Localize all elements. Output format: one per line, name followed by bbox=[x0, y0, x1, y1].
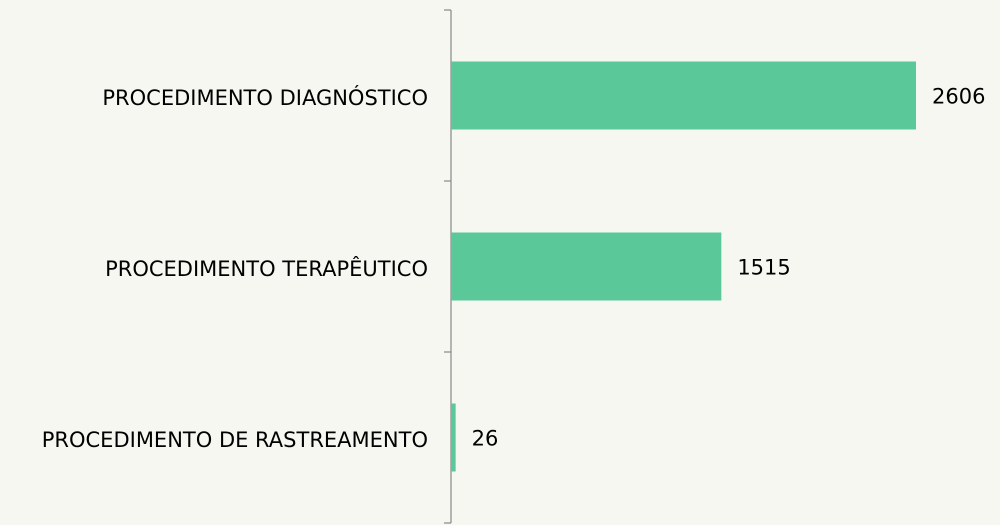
bar bbox=[451, 61, 916, 130]
value-label: 1515 bbox=[737, 256, 790, 280]
bar bbox=[451, 232, 722, 301]
value-label: 2606 bbox=[932, 85, 985, 109]
bar bbox=[451, 403, 456, 472]
category-label: PROCEDIMENTO DE RASTREAMENTO bbox=[41, 427, 428, 452]
value-label: 26 bbox=[472, 427, 499, 451]
category-label: PROCEDIMENTO TERAPÊUTICO bbox=[105, 256, 428, 281]
category-label: PROCEDIMENTO DIAGNÓSTICO bbox=[102, 85, 428, 110]
